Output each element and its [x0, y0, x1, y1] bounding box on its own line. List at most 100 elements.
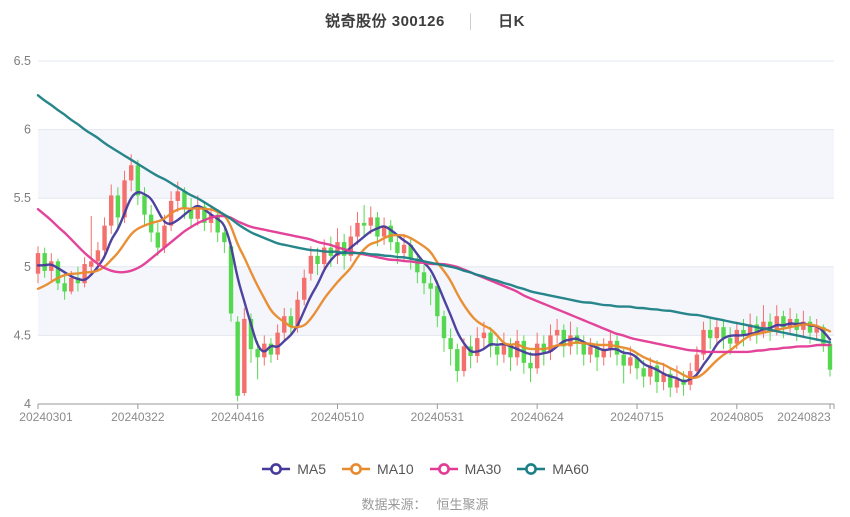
- candle[interactable]: [222, 232, 227, 243]
- candle[interactable]: [248, 318, 254, 350]
- candle[interactable]: [648, 365, 653, 377]
- candle[interactable]: [601, 349, 606, 358]
- candle[interactable]: [188, 209, 194, 219]
- candle[interactable]: [554, 329, 560, 336]
- candle[interactable]: [548, 335, 553, 352]
- candle[interactable]: [501, 343, 507, 355]
- candle[interactable]: [195, 206, 200, 219]
- candle[interactable]: [255, 349, 260, 358]
- candle[interactable]: [321, 247, 327, 265]
- candle[interactable]: [435, 286, 440, 317]
- candle[interactable]: [115, 195, 121, 218]
- candle[interactable]: [461, 346, 467, 372]
- candle[interactable]: [388, 225, 393, 243]
- candle[interactable]: [721, 327, 726, 339]
- candle[interactable]: [35, 253, 41, 274]
- candle[interactable]: [674, 379, 680, 388]
- candle[interactable]: [308, 255, 314, 274]
- candle[interactable]: [634, 357, 640, 369]
- candle[interactable]: [508, 343, 513, 358]
- candle[interactable]: [49, 261, 54, 271]
- candle[interactable]: [142, 195, 147, 215]
- legend-item-ma5[interactable]: MA5: [261, 461, 326, 477]
- candle[interactable]: [641, 368, 646, 377]
- candle[interactable]: [135, 165, 141, 196]
- candle[interactable]: [827, 343, 833, 370]
- legend-item-ma60[interactable]: MA60: [516, 461, 589, 477]
- candle[interactable]: [761, 321, 766, 333]
- candle[interactable]: [162, 225, 167, 248]
- candle[interactable]: [275, 332, 280, 355]
- candle[interactable]: [428, 283, 433, 289]
- candle[interactable]: [441, 316, 447, 339]
- candle[interactable]: [235, 321, 240, 396]
- candle[interactable]: [821, 327, 826, 344]
- candle[interactable]: [282, 316, 287, 333]
- legend-item-ma10[interactable]: MA10: [341, 461, 414, 477]
- candle[interactable]: [128, 165, 134, 181]
- candle[interactable]: [654, 365, 660, 383]
- candle[interactable]: [714, 327, 720, 339]
- candle[interactable]: [69, 277, 74, 292]
- candle[interactable]: [335, 242, 340, 256]
- candle[interactable]: [375, 217, 380, 237]
- candle[interactable]: [109, 195, 114, 226]
- ma5-line[interactable]: [36, 191, 832, 383]
- candle[interactable]: [89, 261, 94, 267]
- candle[interactable]: [102, 225, 107, 251]
- candle[interactable]: [528, 362, 533, 369]
- candle[interactable]: [62, 283, 67, 292]
- candle[interactable]: [42, 253, 47, 271]
- candle[interactable]: [175, 191, 180, 201]
- candle[interactable]: [694, 354, 700, 372]
- candle[interactable]: [661, 373, 666, 383]
- candle[interactable]: [122, 180, 127, 218]
- candle[interactable]: [774, 316, 779, 330]
- candle[interactable]: [475, 338, 480, 356]
- candle[interactable]: [781, 316, 786, 328]
- candle[interactable]: [801, 321, 806, 330]
- candle[interactable]: [481, 332, 487, 339]
- candle[interactable]: [614, 340, 620, 355]
- candle[interactable]: [561, 329, 566, 347]
- candle[interactable]: [568, 335, 573, 347]
- ma10-line[interactable]: [36, 206, 832, 380]
- candle[interactable]: [581, 343, 586, 355]
- candle[interactable]: [182, 191, 187, 210]
- candle[interactable]: [242, 318, 247, 394]
- candle[interactable]: [814, 327, 819, 333]
- candle[interactable]: [621, 354, 626, 366]
- candle[interactable]: [741, 329, 746, 336]
- candle[interactable]: [395, 242, 400, 254]
- candle[interactable]: [708, 329, 713, 339]
- candle[interactable]: [668, 373, 673, 388]
- candle[interactable]: [55, 261, 61, 284]
- candle[interactable]: [202, 206, 207, 223]
- candle[interactable]: [767, 321, 773, 330]
- candle[interactable]: [228, 246, 234, 314]
- candle[interactable]: [415, 258, 420, 273]
- candle[interactable]: [448, 338, 453, 350]
- candle[interactable]: [408, 244, 413, 259]
- candle[interactable]: [734, 329, 740, 344]
- candle[interactable]: [747, 324, 753, 336]
- candle[interactable]: [302, 277, 307, 300]
- candle[interactable]: [421, 272, 427, 284]
- candle[interactable]: [628, 357, 633, 366]
- candle[interactable]: [355, 222, 360, 237]
- candle[interactable]: [268, 343, 274, 355]
- candle[interactable]: [381, 225, 387, 237]
- candle[interactable]: [155, 232, 160, 248]
- ma60-line[interactable]: [36, 94, 832, 344]
- candle[interactable]: [215, 214, 220, 233]
- candle[interactable]: [534, 343, 540, 369]
- candle[interactable]: [701, 329, 706, 355]
- legend-item-ma30[interactable]: MA30: [429, 461, 501, 477]
- candle[interactable]: [401, 244, 407, 254]
- candle[interactable]: [295, 299, 300, 328]
- candle[interactable]: [315, 255, 320, 265]
- candle[interactable]: [594, 346, 600, 358]
- candle[interactable]: [288, 316, 294, 328]
- candle[interactable]: [455, 349, 460, 372]
